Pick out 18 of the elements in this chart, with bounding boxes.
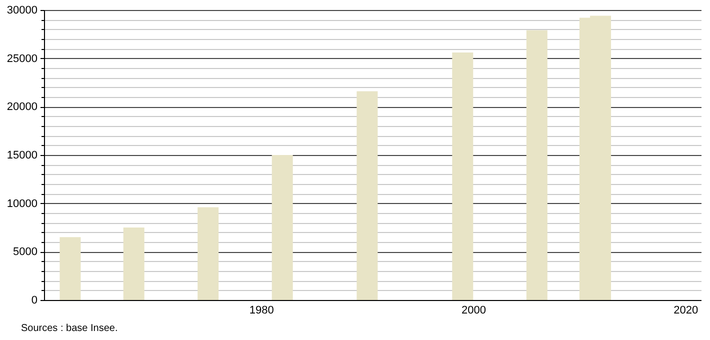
x-tick-label: 2000 — [462, 304, 486, 316]
bar — [123, 228, 144, 300]
x-tick-label: 2020 — [674, 304, 698, 316]
bar — [356, 91, 378, 300]
bar — [526, 30, 548, 300]
bar — [60, 237, 81, 300]
bar — [198, 207, 219, 300]
x-tick-label: 1980 — [249, 304, 274, 316]
y-tick-label: 15000 — [6, 150, 38, 162]
bar — [272, 155, 293, 300]
y-tick-label: 5000 — [13, 246, 38, 258]
y-tick-label: 25000 — [6, 52, 38, 65]
y-tick-label: 0 — [31, 294, 38, 306]
bar — [452, 52, 474, 300]
source-note: Sources : base Insee. — [21, 323, 118, 334]
y-tick-label: 30000 — [6, 4, 38, 16]
y-tick-label: 20000 — [6, 101, 38, 114]
y-tick-label: 10000 — [6, 198, 38, 210]
